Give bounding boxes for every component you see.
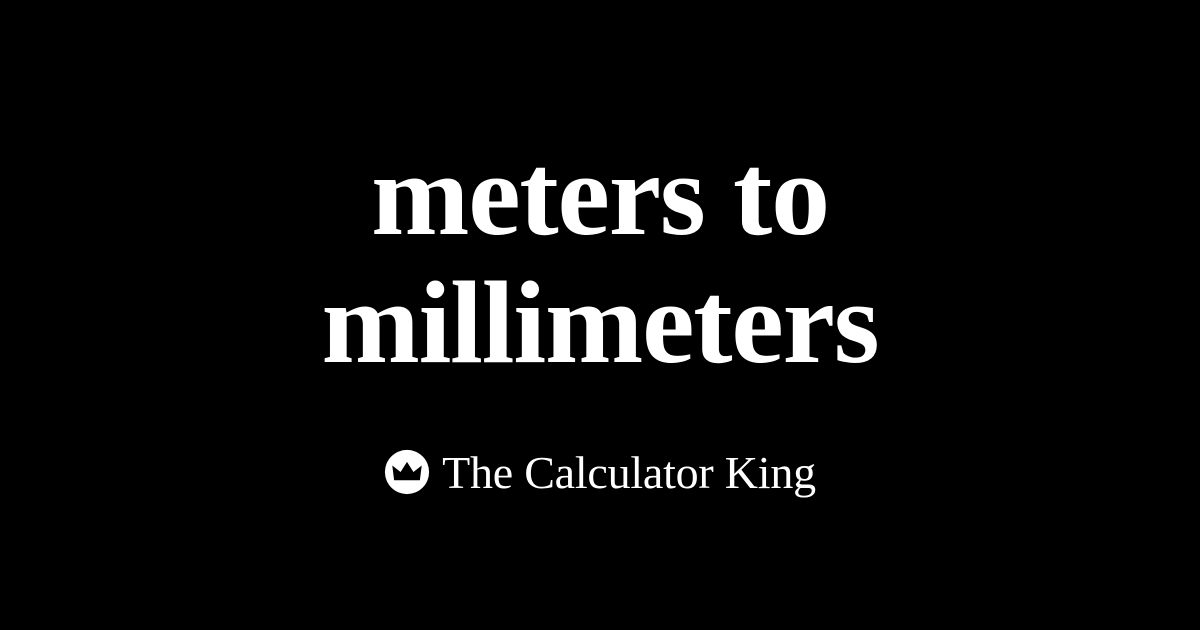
crown-icon: [384, 449, 430, 495]
page-title: meters to millimeters: [321, 131, 878, 386]
brand-row: The Calculator King: [384, 446, 816, 499]
brand-text: The Calculator King: [442, 446, 816, 499]
title-line-2: millimeters: [321, 257, 878, 388]
title-line-1: meters to: [371, 129, 829, 260]
